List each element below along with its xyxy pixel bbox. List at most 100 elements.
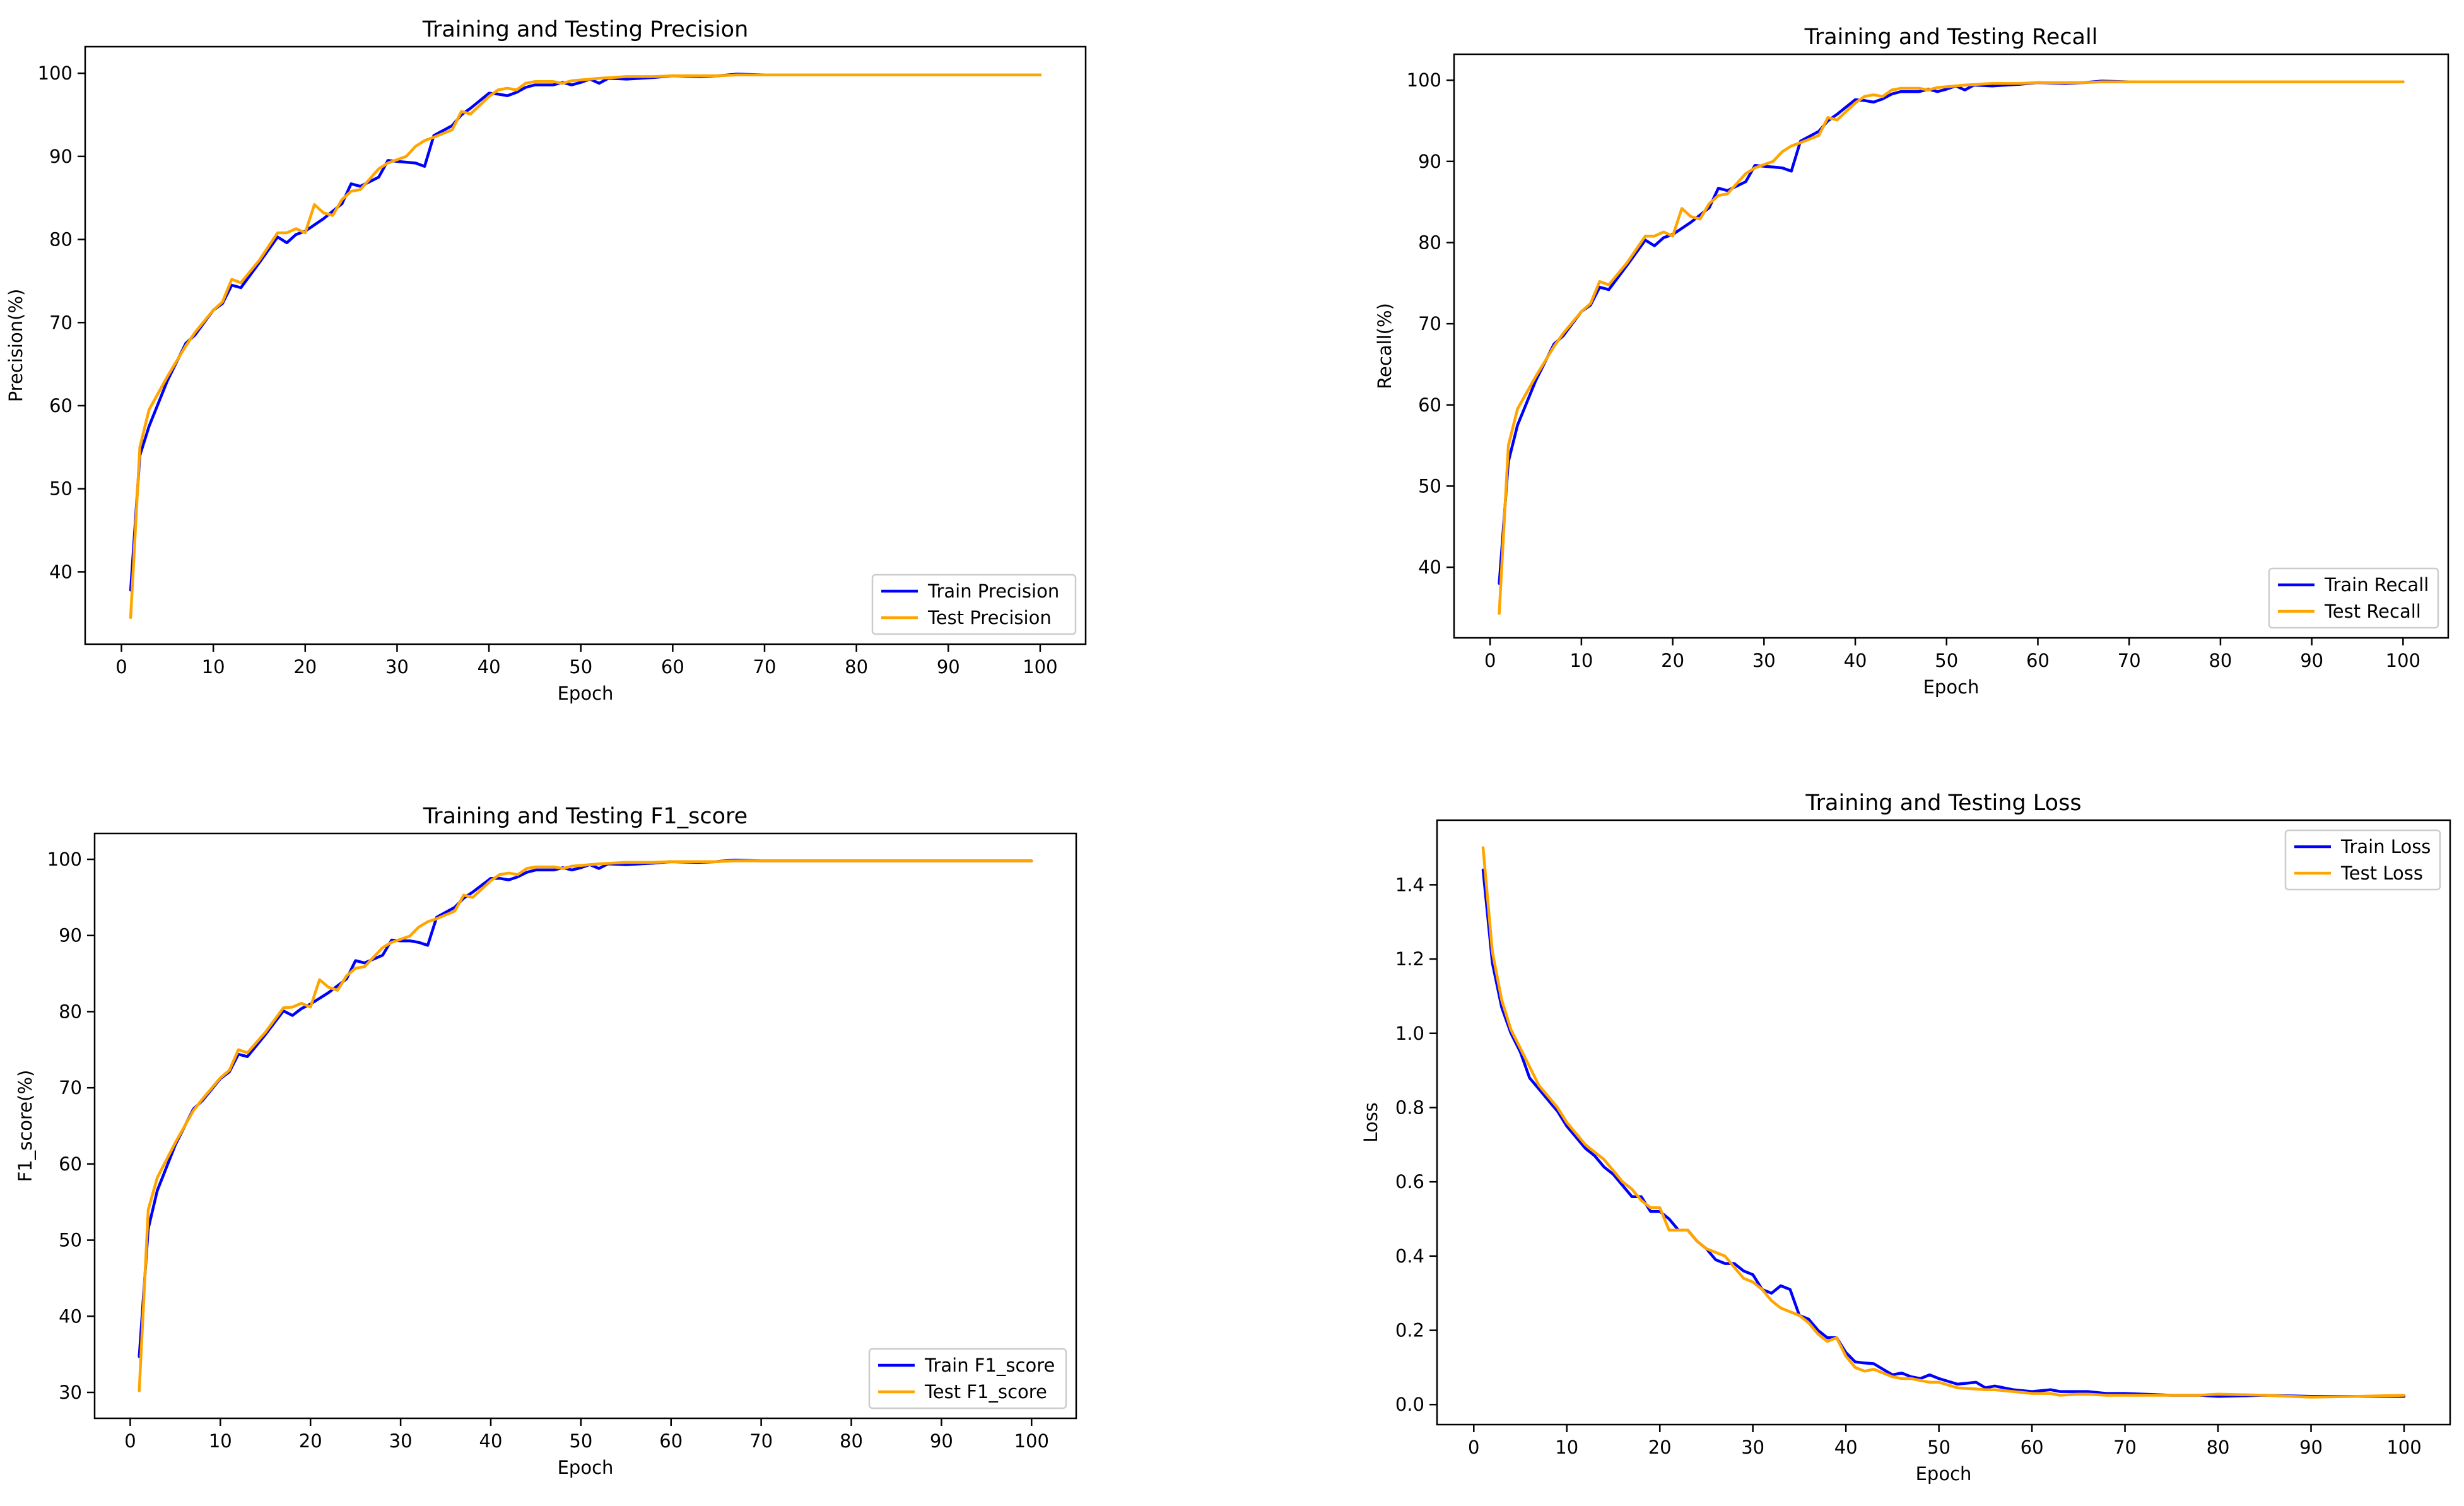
y-tick-label: 70 (1418, 313, 1441, 334)
x-tick-label: 80 (840, 1430, 863, 1452)
plot-frame (1453, 53, 2449, 639)
x-tick-label: 80 (845, 656, 868, 678)
x-axis-label: Epoch (558, 1457, 614, 1478)
y-tick-label: 50 (59, 1230, 82, 1251)
x-tick-label: 60 (659, 1430, 683, 1452)
series-line-test (1498, 80, 2405, 615)
legend-label: Test Loss (2340, 862, 2423, 884)
x-tick-label: 100 (1023, 656, 1057, 678)
plot-frame (84, 45, 1087, 645)
x-tick-label: 30 (389, 1430, 413, 1452)
legend: Train F1_score Test F1_score (868, 1348, 1067, 1409)
y-tick-label: 40 (59, 1305, 82, 1327)
series-line-test (1481, 846, 2406, 1399)
x-tick-label: 30 (1752, 650, 1776, 671)
y-tick-label: 80 (59, 1001, 82, 1022)
x-tick-label: 40 (1844, 650, 1867, 671)
y-tick-label: 80 (49, 229, 73, 250)
x-tick-label: 0 (124, 1430, 136, 1452)
x-tick-label: 70 (2118, 650, 2141, 671)
x-tick-label: 20 (293, 656, 317, 678)
y-tick-label: 70 (49, 312, 73, 333)
x-tick-label: 90 (2299, 1437, 2323, 1458)
y-tick-label: 70 (59, 1077, 82, 1098)
x-tick-label: 0 (1468, 1437, 1479, 1458)
y-axis-label: F1_score(%) (15, 1070, 36, 1182)
x-tick-label: 10 (1569, 650, 1593, 671)
y-axis-label: Recall(%) (1374, 303, 1395, 389)
y-tick-label: 90 (59, 925, 82, 946)
legend: Train Loss Test Loss (2284, 829, 2441, 891)
plot-frame (1436, 819, 2451, 1426)
legend-box (2284, 829, 2441, 891)
y-tick-label: 90 (1418, 151, 1441, 172)
legend: Train Precision Test Precision (871, 574, 1077, 635)
x-tick-label: 50 (1935, 650, 1958, 671)
series-line-train (1481, 868, 2406, 1398)
x-tick-label: 0 (115, 656, 127, 678)
legend-label: Test Recall (2324, 601, 2421, 622)
y-tick-label: 40 (49, 561, 73, 582)
y-tick-label: 60 (59, 1153, 82, 1175)
x-tick-label: 80 (2207, 1437, 2230, 1458)
y-tick-label: 50 (49, 478, 73, 500)
x-tick-label: 50 (569, 656, 592, 678)
x-tick-label: 40 (478, 656, 501, 678)
legend-label: Test Precision (927, 607, 1052, 628)
chart-title: Training and Testing Recall (1804, 25, 2098, 50)
y-tick-label: 0.2 (1395, 1320, 1424, 1341)
y-tick-label: 80 (1418, 232, 1441, 253)
x-tick-label: 40 (479, 1430, 503, 1452)
series-line-train (1498, 79, 2405, 585)
y-tick-label: 60 (49, 395, 73, 416)
legend-label: Train Recall (2324, 574, 2429, 596)
y-tick-label: 100 (47, 849, 82, 870)
y-tick-label: 1.4 (1395, 874, 1424, 895)
legend-label: Train Loss (2340, 836, 2431, 857)
x-tick-label: 10 (1555, 1437, 1578, 1458)
x-tick-label: 30 (385, 656, 409, 678)
chart-recall: Training and Testing Recall 0 10 20 30 40 50 60… (1374, 25, 2449, 698)
legend-label: Train F1_score (924, 1355, 1055, 1376)
x-tick-label: 40 (1834, 1437, 1858, 1458)
chart-precision: Training and Testing Precision 0 10 20 30 40 5… (5, 17, 1087, 704)
plot-frame (93, 832, 1077, 1420)
y-tick-label: 0.0 (1395, 1394, 1424, 1415)
series-line-test (138, 859, 1033, 1392)
legend-box (868, 1348, 1067, 1409)
x-tick-label: 100 (2386, 1437, 2421, 1458)
y-tick-label: 90 (49, 146, 73, 167)
x-axis-label: Epoch (558, 683, 614, 704)
x-tick-label: 90 (937, 656, 960, 678)
x-tick-label: 20 (1661, 650, 1684, 671)
chart-title: Training and Testing F1_score (423, 804, 748, 829)
y-axis-label: Precision(%) (5, 289, 26, 403)
x-tick-label: 10 (202, 656, 225, 678)
x-tick-label: 100 (1014, 1430, 1049, 1452)
y-tick-label: 0.8 (1395, 1097, 1424, 1118)
x-tick-label: 100 (2386, 650, 2420, 671)
chart-title: Training and Testing Precision (422, 17, 749, 42)
y-tick-label: 100 (1407, 69, 1441, 91)
x-axis-label: Epoch (1916, 1463, 1972, 1485)
x-tick-label: 90 (2300, 650, 2323, 671)
x-tick-label: 60 (661, 656, 684, 678)
y-tick-label: 1.2 (1395, 948, 1424, 970)
y-tick-label: 50 (1418, 475, 1441, 497)
x-tick-label: 50 (1927, 1437, 1951, 1458)
x-tick-label: 20 (1648, 1437, 1672, 1458)
legend: Train Recall Test Recall (2268, 567, 2439, 629)
x-tick-label: 0 (1484, 650, 1496, 671)
x-tick-label: 70 (2113, 1437, 2137, 1458)
chart-loss: Training and Testing Loss 0 10 20 30 40 50 60 70… (1360, 791, 2451, 1485)
y-tick-label: 40 (1418, 556, 1441, 578)
chart-title: Training and Testing Loss (1805, 791, 2081, 816)
x-axis-label: Epoch (1923, 676, 1980, 698)
y-axis-label: Loss (1360, 1102, 1382, 1143)
x-tick-label: 60 (2026, 650, 2050, 671)
legend-box (2268, 567, 2439, 629)
chart-f1: Training and Testing F1_score 0 10 20 30 40 50… (15, 804, 1077, 1478)
y-tick-label: 1.0 (1395, 1023, 1424, 1044)
y-tick-label: 0.4 (1395, 1245, 1424, 1267)
